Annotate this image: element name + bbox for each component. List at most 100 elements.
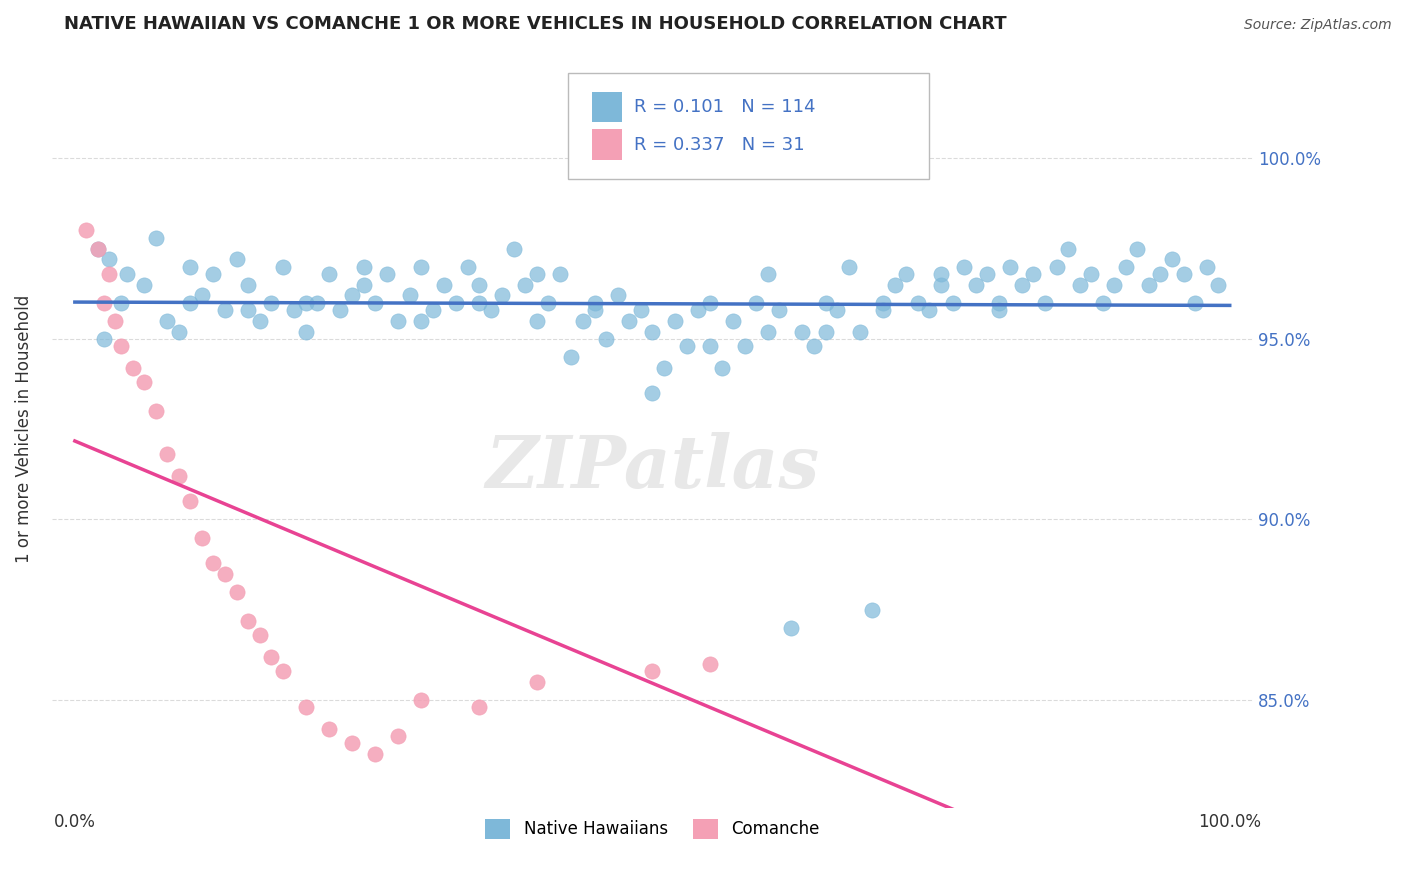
Text: ZIPatlas: ZIPatlas (485, 432, 820, 502)
Point (318, 722, 340, 736)
Point (167, 469, 190, 483)
Point (167, 325, 190, 339)
Point (98, 267, 121, 281)
Point (295, 325, 318, 339)
Point (745, 295, 768, 310)
Point (1173, 267, 1195, 281)
Point (75, 223, 97, 237)
Point (329, 302, 352, 317)
Point (918, 302, 941, 317)
Point (929, 277, 952, 292)
Point (295, 295, 318, 310)
Point (721, 314, 744, 328)
Y-axis label: 1 or more Vehicles in Household: 1 or more Vehicles in Household (15, 295, 32, 563)
Point (688, 302, 710, 317)
Point (710, 360, 733, 375)
Point (134, 375, 156, 389)
Point (1033, 295, 1056, 310)
Point (664, 314, 686, 328)
Point (156, 447, 179, 461)
Bar (592, 92, 623, 122)
Point (1057, 242, 1080, 256)
Point (515, 277, 537, 292)
Point (444, 295, 467, 310)
Point (283, 302, 305, 317)
Point (734, 339, 756, 353)
Point (1022, 267, 1045, 281)
Point (526, 314, 548, 328)
Point (318, 267, 340, 281)
Point (526, 267, 548, 281)
Point (353, 260, 375, 274)
Point (260, 649, 283, 664)
Point (1206, 277, 1229, 292)
Point (803, 339, 825, 353)
Point (191, 288, 214, 302)
Point (965, 277, 987, 292)
Point (572, 314, 595, 328)
Point (814, 325, 837, 339)
Point (468, 277, 491, 292)
Point (641, 386, 664, 401)
Point (93, 295, 115, 310)
Text: Source: ZipAtlas.com: Source: ZipAtlas.com (1244, 18, 1392, 32)
Point (768, 302, 790, 317)
Point (364, 747, 387, 762)
Point (104, 314, 127, 328)
Point (1126, 242, 1149, 256)
Point (145, 230, 167, 244)
Point (387, 314, 409, 328)
Point (202, 556, 225, 570)
Point (1149, 267, 1171, 281)
Point (987, 295, 1010, 310)
Point (641, 325, 664, 339)
Point (896, 267, 918, 281)
Text: NATIVE HAWAIIAN VS COMANCHE 1 OR MORE VEHICLES IN HOUSEHOLD CORRELATION CHART: NATIVE HAWAIIAN VS COMANCHE 1 OR MORE VE… (63, 15, 1007, 33)
Point (236, 277, 259, 292)
Point (595, 332, 617, 346)
Point (422, 302, 444, 317)
Bar (592, 129, 623, 160)
Point (491, 288, 513, 302)
Point (295, 700, 318, 714)
Point (560, 350, 582, 364)
Point (1091, 295, 1114, 310)
Point (987, 302, 1010, 317)
Point (676, 339, 699, 353)
Point (225, 252, 247, 267)
Point (214, 566, 236, 581)
Point (872, 295, 894, 310)
Point (411, 693, 433, 707)
Point (1069, 277, 1091, 292)
Point (468, 295, 491, 310)
Point (260, 295, 283, 310)
Point (502, 242, 524, 256)
Point (225, 584, 247, 599)
Point (179, 494, 201, 508)
Point (457, 260, 479, 274)
Point (121, 360, 143, 375)
Legend: Native Hawaiians, Comanche: Native Hawaiians, Comanche (478, 812, 827, 846)
Text: R = 0.337   N = 31: R = 0.337 N = 31 (634, 136, 804, 153)
Text: R = 0.101   N = 114: R = 0.101 N = 114 (634, 98, 815, 116)
Point (860, 603, 883, 617)
Point (134, 277, 156, 292)
Point (641, 664, 664, 678)
Point (433, 277, 456, 292)
Point (838, 260, 860, 274)
Point (699, 657, 721, 671)
Point (630, 302, 652, 317)
Point (756, 151, 779, 165)
Point (814, 295, 837, 310)
Point (1080, 267, 1102, 281)
Point (1195, 260, 1218, 274)
Point (619, 314, 641, 328)
Point (156, 314, 179, 328)
Point (115, 267, 138, 281)
Point (1161, 252, 1184, 267)
Point (307, 295, 329, 310)
Point (1115, 260, 1137, 274)
Point (87, 242, 110, 256)
Point (929, 267, 952, 281)
Point (872, 302, 894, 317)
